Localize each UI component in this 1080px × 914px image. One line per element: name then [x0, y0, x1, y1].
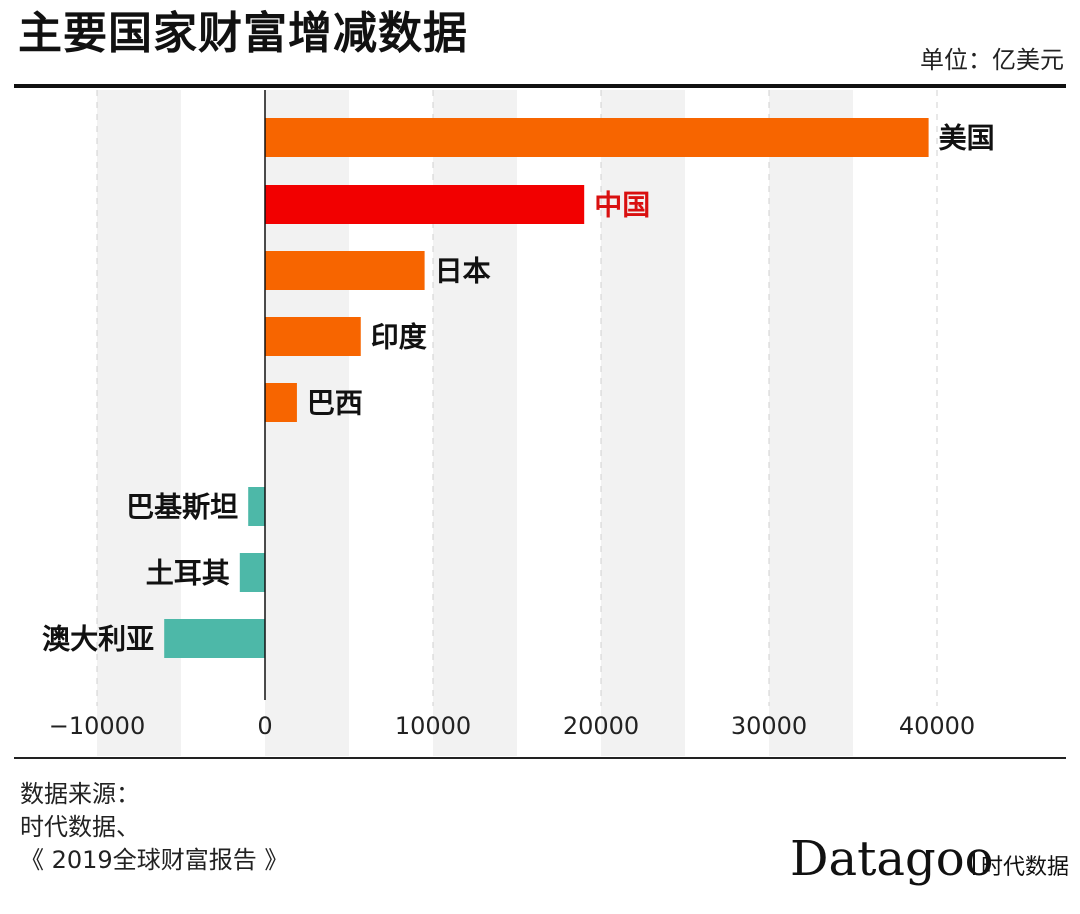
grid-band [601, 90, 685, 756]
bar-5 [265, 383, 297, 422]
bar-1 [265, 118, 929, 157]
bar-label-6: 巴基斯坦 [126, 491, 238, 524]
bar-label-8: 澳大利亚 [42, 623, 154, 656]
x-tick-label: −10000 [49, 712, 145, 740]
x-tick-label: 20000 [563, 712, 639, 740]
bar-4 [265, 317, 361, 356]
brand-subtitle: 时代数据 [981, 855, 1070, 880]
bar-2 [265, 185, 585, 224]
source-line-1: 时代数据、 [20, 813, 140, 841]
bar-8 [164, 619, 265, 658]
bar-6 [248, 487, 265, 526]
bar-label-1: 美国 [939, 122, 995, 155]
bar-7 [239, 553, 265, 592]
source-line-2: 《 2019全球财富报告 》 [20, 846, 289, 874]
brand-logo: Datagoo [790, 831, 994, 887]
x-tick-label: 10000 [395, 712, 471, 740]
x-tick-label: 0 [257, 712, 272, 740]
bottom-rule [14, 757, 1066, 759]
x-tick-label: 30000 [731, 712, 807, 740]
x-tick-label: 40000 [899, 712, 975, 740]
bar-label-7: 土耳其 [146, 557, 230, 590]
brand-separator [973, 853, 975, 875]
unit-label: 单位：亿美元 [920, 46, 1064, 74]
top-rule [14, 84, 1066, 88]
grid-band [769, 90, 853, 756]
bar-label-5: 巴西 [307, 387, 363, 420]
bar-label-4: 印度 [371, 321, 427, 354]
bar-label-2: 中国 [594, 189, 650, 222]
source-label: 数据来源： [20, 780, 140, 808]
chart-title: 主要国家财富增减数据 [18, 8, 468, 59]
bar-label-3: 日本 [435, 255, 491, 288]
bar-3 [265, 251, 425, 290]
